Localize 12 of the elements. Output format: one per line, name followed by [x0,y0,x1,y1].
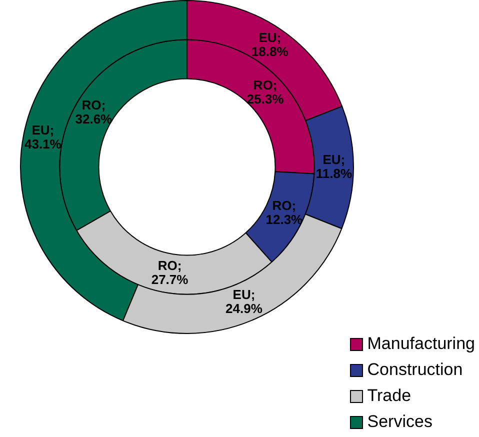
data-label: EU; 18.8% [251,30,289,60]
data-label: RO; 27.7% [151,258,189,287]
legend-label: Services [367,411,432,433]
data-label: EU; 11.8% [316,152,352,182]
data-label: EU; 24.9% [226,287,263,316]
data-label: RO; 12.3% [266,198,304,228]
data-label: EU; 43.1% [24,122,62,152]
legend-label: Trade [367,385,412,407]
legend-label: Manufacturing [367,333,475,355]
legend-label: Construction [367,359,463,381]
data-label: RO; 32.6% [75,98,113,127]
data-label: RO; 25.3% [246,77,284,106]
